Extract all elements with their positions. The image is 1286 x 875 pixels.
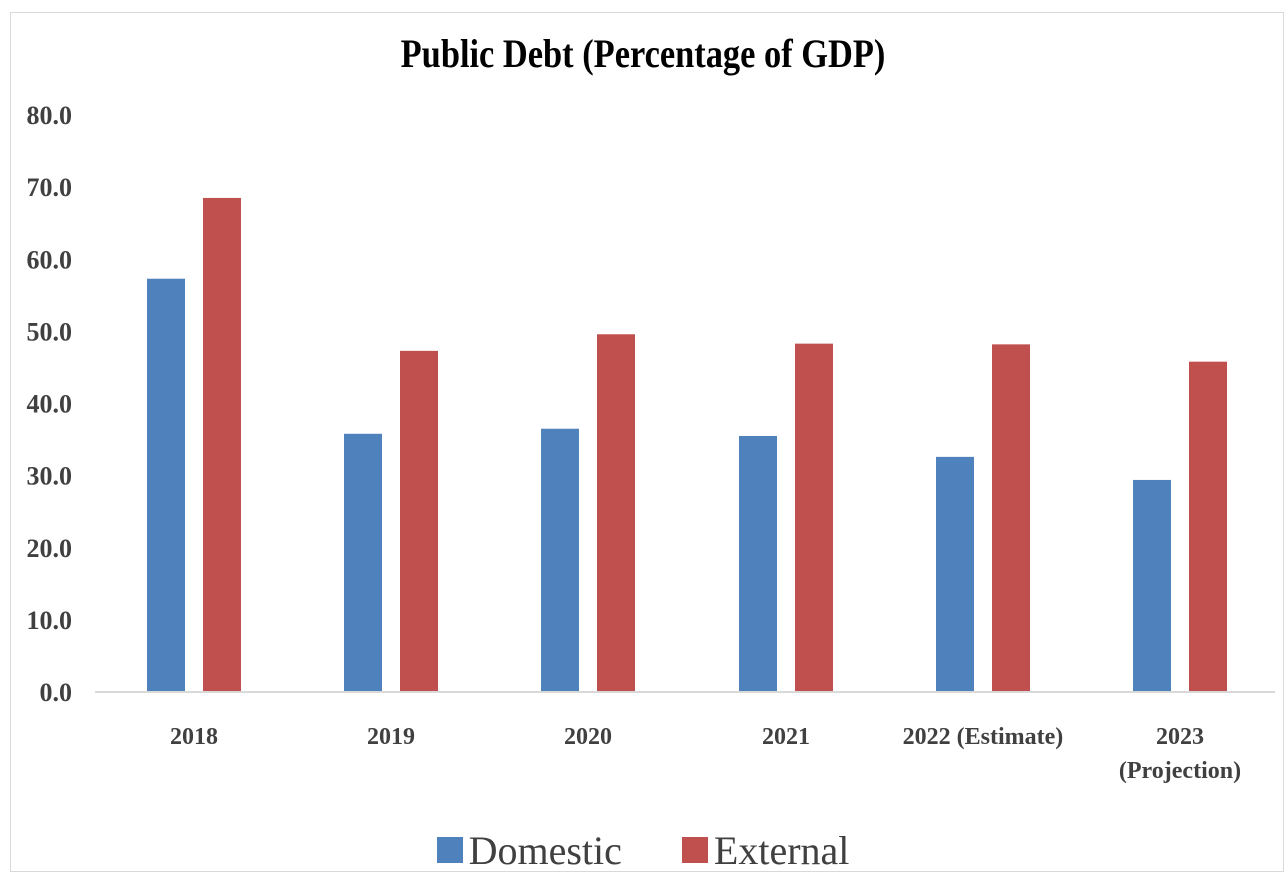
bar-external (203, 197, 241, 692)
x-category-label: 2023 (Projection) (1119, 724, 1241, 784)
x-category-label: 2020 (564, 724, 612, 750)
bar-domestic (1133, 479, 1171, 692)
x-category-label: 2018 (170, 724, 218, 750)
x-axis-labels: 2018 2019 2020 2021 2022 (Estimate) 2023 (Proj… (170, 724, 1241, 784)
y-tick-label: 10.0 (27, 606, 73, 635)
legend-label-domestic: Domestic (468, 827, 622, 873)
bar-external (400, 350, 438, 692)
chart-title: Public Debt (Percentage of GDP) (400, 31, 886, 76)
y-tick-label: 60.0 (27, 245, 73, 274)
bars (147, 197, 1227, 692)
y-tick-label: 30.0 (27, 462, 73, 491)
legend-label-external: External (713, 827, 850, 873)
legend-item-external: External (681, 827, 850, 874)
x-category-label: 2021 (762, 724, 810, 750)
bar-domestic (739, 435, 777, 692)
x-category-label: 2022 (Estimate) (903, 724, 1064, 750)
bar-external (1189, 361, 1227, 692)
bar-domestic (344, 433, 382, 692)
bar-external (597, 334, 635, 692)
bar-external (992, 344, 1030, 692)
legend-item-domestic: Domestic (436, 827, 622, 874)
y-tick-label: 20.0 (27, 534, 73, 563)
bar-domestic (147, 278, 185, 692)
legend: Domestic External (0, 827, 1286, 874)
legend-swatch-external (681, 837, 708, 863)
bar-domestic (541, 428, 579, 692)
x-category-label: 2019 (367, 724, 415, 750)
y-tick-label: 40.0 (27, 390, 73, 419)
y-tick-label: 0.0 (40, 678, 73, 707)
bar-external (795, 343, 833, 692)
legend-swatch-domestic (436, 837, 463, 863)
y-axis-ticks: 0.0 10.0 20.0 30.0 40.0 50.0 60.0 70.0 80.0 (27, 101, 73, 707)
y-tick-label: 50.0 (27, 317, 73, 346)
y-tick-label: 70.0 (27, 173, 73, 202)
y-tick-label: 80.0 (27, 101, 73, 130)
bar-domestic (936, 456, 974, 692)
